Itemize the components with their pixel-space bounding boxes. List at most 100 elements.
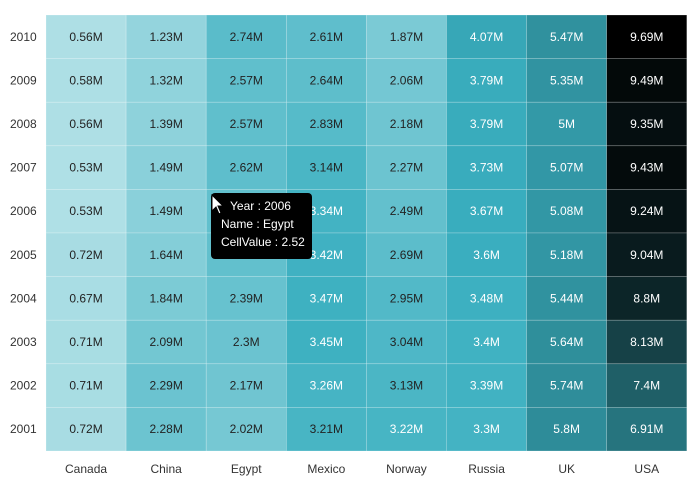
heatmap-cell[interactable] xyxy=(606,189,688,234)
heatmap-cell[interactable] xyxy=(125,232,207,277)
heatmap-cell[interactable] xyxy=(205,407,287,452)
x-tick-label: UK xyxy=(558,462,575,476)
cell-value-label: 5.07M xyxy=(550,161,583,175)
heatmap-cell[interactable] xyxy=(45,407,127,452)
heatmap-cell[interactable] xyxy=(366,276,447,321)
y-tick-label: 2003 xyxy=(10,335,37,349)
heatmap-cell[interactable] xyxy=(526,189,607,234)
heatmap-cell[interactable] xyxy=(205,14,287,59)
heatmap-cell[interactable] xyxy=(285,14,367,59)
heatmap-cell[interactable] xyxy=(606,232,688,277)
x-tick-label: Canada xyxy=(65,462,107,476)
heatmap-cell[interactable] xyxy=(285,145,367,190)
heatmap-cell[interactable] xyxy=(526,232,607,277)
heatmap-cell[interactable] xyxy=(606,58,688,103)
heatmap-cell[interactable] xyxy=(526,58,607,103)
heatmap-cell[interactable] xyxy=(125,101,207,147)
heatmap-cell[interactable] xyxy=(366,58,447,103)
cell-value-label: 5.47M xyxy=(550,30,583,44)
heatmap-cell[interactable] xyxy=(205,363,287,408)
heatmap-cell[interactable] xyxy=(366,189,447,234)
cell-value-label: 3.14M xyxy=(310,161,343,175)
heatmap-cell[interactable] xyxy=(285,407,367,452)
cell-value-label: 3.26M xyxy=(310,379,343,393)
y-tick-label: 2005 xyxy=(10,248,37,262)
y-tick-label: 2010 xyxy=(10,30,37,44)
cell-value-label: 9.49M xyxy=(630,73,663,87)
heatmap-cell[interactable] xyxy=(526,407,607,452)
cell-value-label: 3.67M xyxy=(470,204,503,218)
heatmap-cell[interactable] xyxy=(285,363,367,408)
heatmap-cell[interactable] xyxy=(606,276,688,321)
cell-value-label: 9.24M xyxy=(630,204,663,218)
cell-value-label: 1.49M xyxy=(149,204,182,218)
cell-value-label: 0.67M xyxy=(69,291,102,305)
x-tick-label: USA xyxy=(634,462,659,476)
cell-value-label: 1.84M xyxy=(149,291,182,305)
cell-value-label: 0.71M xyxy=(69,379,102,393)
cell-value-label: 0.58M xyxy=(69,73,102,87)
cell-value-label: 5.8M xyxy=(553,422,580,436)
cell-value-label: 0.56M xyxy=(69,117,102,131)
cell-value-label: 2.62M xyxy=(230,161,263,175)
heatmap-cell[interactable] xyxy=(526,276,607,321)
heatmap-cell[interactable] xyxy=(45,14,127,59)
x-tick-label: Mexico xyxy=(307,462,345,476)
heatmap-cell[interactable] xyxy=(606,101,688,147)
heatmap-cell[interactable] xyxy=(446,14,527,59)
cell-value-label: 3.22M xyxy=(390,422,423,436)
cell-value-label: 9.69M xyxy=(630,30,663,44)
cell-value-label: 0.56M xyxy=(69,30,102,44)
heatmap-cell[interactable] xyxy=(606,319,688,365)
heatmap-cell[interactable] xyxy=(366,363,447,408)
cell-value-label: 2.61M xyxy=(310,30,343,44)
heatmap-cell[interactable] xyxy=(125,14,207,59)
heatmap-cell[interactable] xyxy=(285,58,367,103)
heatmap-cell[interactable] xyxy=(526,101,607,147)
heatmap-cell[interactable] xyxy=(45,319,127,365)
cell-value-label: 1.49M xyxy=(149,161,182,175)
heatmap-cell[interactable] xyxy=(446,407,527,452)
cell-value-label: 1.87M xyxy=(390,30,423,44)
cell-value-label: 1.39M xyxy=(149,117,182,131)
heatmap-cell[interactable] xyxy=(125,276,207,321)
heatmap-cell[interactable] xyxy=(125,363,207,408)
heatmap-cell[interactable] xyxy=(446,58,527,103)
heatmap-cell[interactable] xyxy=(446,101,527,147)
heatmap-cell[interactable] xyxy=(366,319,447,365)
heatmap-cell[interactable] xyxy=(366,232,447,277)
x-tick-label: Norway xyxy=(386,462,427,476)
heatmap-cell[interactable] xyxy=(205,145,287,190)
heatmap-cell[interactable] xyxy=(45,145,127,190)
heatmap-cell[interactable] xyxy=(446,363,527,408)
y-tick-label: 2008 xyxy=(10,117,37,131)
y-tick-label: 2001 xyxy=(10,422,37,436)
heatmap-cell[interactable] xyxy=(366,101,447,147)
heatmap-cell[interactable] xyxy=(45,101,127,147)
cell-value-label: 2.83M xyxy=(310,117,343,131)
cell-value-label: 7.4M xyxy=(633,379,660,393)
heatmap-cell[interactable] xyxy=(446,276,527,321)
heatmap-cell[interactable] xyxy=(125,407,207,452)
heatmap-cell[interactable] xyxy=(205,319,287,365)
cell-value-label: 2.02M xyxy=(230,422,263,436)
heatmap-cell[interactable] xyxy=(205,101,287,147)
heatmap-cell[interactable] xyxy=(366,145,447,190)
cell-value-label: 5.18M xyxy=(550,248,583,262)
heatmap-cell[interactable] xyxy=(446,189,527,234)
heatmap-cell[interactable] xyxy=(205,276,287,321)
cell-value-label: 2.18M xyxy=(390,117,423,131)
cell-value-label: 3.3M xyxy=(473,422,500,436)
cell-value-label: 3.48M xyxy=(470,291,503,305)
cell-value-label: 3.39M xyxy=(470,379,503,393)
heatmap-cell[interactable] xyxy=(606,363,688,408)
heatmap-cell[interactable] xyxy=(125,58,207,103)
heatmap-cell[interactable] xyxy=(606,14,688,59)
heatmap-cell[interactable] xyxy=(526,145,607,190)
heatmap-cell[interactable] xyxy=(285,101,367,147)
heatmap-cell[interactable] xyxy=(606,407,688,452)
heatmap-cell[interactable] xyxy=(366,407,447,452)
heatmap-cell[interactable] xyxy=(366,14,447,59)
heatmap-cell[interactable] xyxy=(446,232,527,277)
heatmap-cell[interactable] xyxy=(45,276,127,321)
